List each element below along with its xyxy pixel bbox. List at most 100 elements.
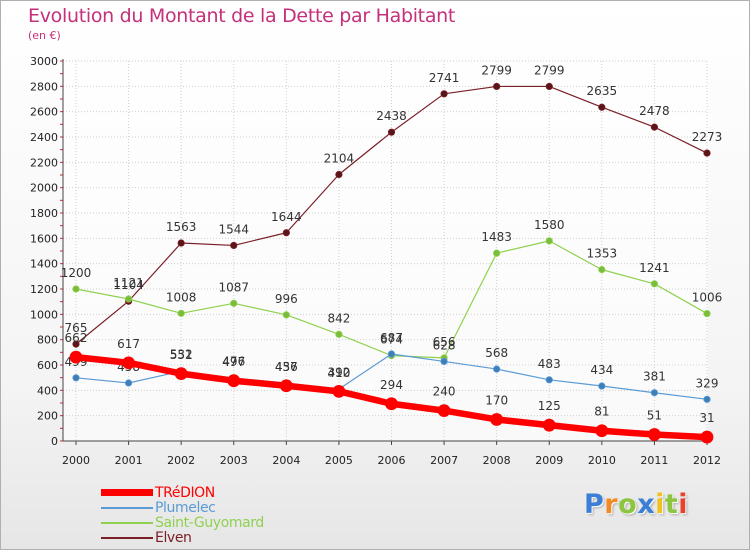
data-label: 617 — [117, 337, 140, 351]
data-label: 240 — [433, 385, 456, 399]
logo-letter: x — [637, 489, 656, 520]
logo-letter: i — [678, 489, 689, 520]
x-tick-label: 2004 — [272, 454, 300, 467]
data-label: 687 — [380, 331, 403, 345]
data-point — [542, 418, 556, 432]
data-point — [332, 384, 346, 398]
y-tick-label: 2600 — [30, 106, 58, 119]
data-label: 568 — [485, 346, 508, 360]
legend-item: TRéDION — [101, 485, 264, 501]
data-point — [385, 397, 398, 411]
data-point — [69, 350, 83, 364]
data-point — [124, 295, 133, 303]
logo-letter: t — [664, 489, 679, 520]
x-tick-label: 2010 — [588, 454, 616, 467]
y-tick-label: 200 — [37, 410, 58, 423]
y-tick-label: 1400 — [30, 258, 58, 271]
x-tick-label: 2003 — [220, 454, 248, 467]
y-tick-label: 2000 — [30, 182, 58, 195]
series-saint-guyomard: 1200 1121 1008 1087 996 842 674 656 1483 1580 1353… — [61, 218, 723, 362]
series-elven: 765 1104 1563 1544 1644 2104 2438 2741 2799 2799 2… — [65, 63, 723, 348]
data-label: 1563 — [166, 220, 197, 234]
y-tick-label: 3000 — [30, 55, 58, 68]
data-label: 532 — [170, 348, 193, 362]
data-point — [387, 350, 396, 358]
chart-subtitle: (en €) — [28, 29, 61, 42]
data-label: 1121 — [113, 276, 144, 290]
data-label: 2478 — [639, 104, 670, 118]
data-label: 434 — [590, 363, 613, 377]
data-label: 1544 — [218, 222, 249, 236]
data-label: 656 — [433, 335, 456, 349]
data-label: 457 — [275, 360, 298, 374]
legend-swatch — [101, 506, 153, 509]
data-point — [72, 374, 80, 382]
logo-letter: P — [584, 489, 605, 520]
y-tick-label: 2400 — [30, 131, 58, 144]
data-label: 483 — [538, 357, 561, 371]
data-point — [72, 285, 80, 293]
plot-area — [63, 61, 708, 441]
data-label: 996 — [275, 292, 298, 306]
data-point — [177, 239, 185, 247]
data-label: 51 — [647, 409, 662, 423]
data-label: 674 — [380, 333, 403, 347]
data-point — [177, 309, 185, 317]
data-point — [598, 382, 606, 390]
data-label: 2799 — [534, 63, 565, 77]
x-tick-label: 2009 — [535, 454, 563, 467]
x-tick-label: 2005 — [325, 454, 353, 467]
y-tick-label: 600 — [37, 359, 58, 372]
y-tick-label: 1600 — [30, 232, 58, 245]
data-label: 628 — [433, 338, 456, 352]
data-point — [595, 424, 609, 438]
data-label: 842 — [327, 311, 350, 325]
data-point — [598, 103, 606, 111]
data-label: 392 — [327, 365, 350, 379]
data-point — [703, 395, 711, 403]
data-label: 2438 — [376, 109, 407, 123]
data-label: 294 — [380, 378, 403, 392]
legend-label: Elven — [155, 529, 192, 546]
data-label: 2273 — [692, 130, 723, 144]
x-tick-label: 2011 — [640, 454, 668, 467]
data-label: 31 — [699, 411, 714, 425]
y-tick-label: 1000 — [30, 308, 58, 321]
data-label: 2741 — [429, 71, 460, 85]
data-label: 765 — [65, 321, 88, 335]
legend-swatch — [101, 489, 153, 496]
data-point — [335, 330, 343, 338]
data-label: 2635 — [587, 84, 618, 98]
data-point — [282, 229, 290, 237]
data-point — [648, 428, 661, 441]
data-label: 1200 — [61, 266, 92, 280]
data-point — [703, 149, 711, 157]
data-point — [493, 249, 501, 257]
y-tick-label: 1800 — [30, 207, 58, 220]
data-point — [493, 365, 501, 373]
y-tick-label: 2800 — [30, 80, 58, 93]
legend-label: Saint-Guyomard — [155, 514, 264, 531]
data-label: 497 — [222, 355, 245, 369]
data-label: 170 — [485, 393, 508, 407]
legend-item: Saint-Guyomard — [101, 514, 264, 531]
data-point — [545, 376, 553, 384]
data-label: 1006 — [692, 291, 723, 305]
data-point — [700, 430, 714, 444]
data-point — [650, 280, 659, 288]
data-label: 1241 — [639, 261, 670, 275]
data-label: 551 — [170, 348, 193, 362]
legend-label: Plumelec — [155, 499, 216, 516]
data-point — [282, 311, 290, 319]
x-tick-label: 2008 — [483, 454, 511, 467]
logo-letter: r — [604, 489, 619, 520]
data-label: 2799 — [481, 63, 512, 77]
data-label: 436 — [275, 360, 298, 374]
chart-legend: TRéDION Plumelec Saint-Guyomard Elven — [101, 485, 264, 546]
data-point — [230, 299, 238, 307]
data-label: 381 — [643, 370, 666, 384]
logo-letter: o — [618, 489, 638, 520]
data-label: 1353 — [587, 247, 618, 261]
data-point — [545, 82, 553, 91]
